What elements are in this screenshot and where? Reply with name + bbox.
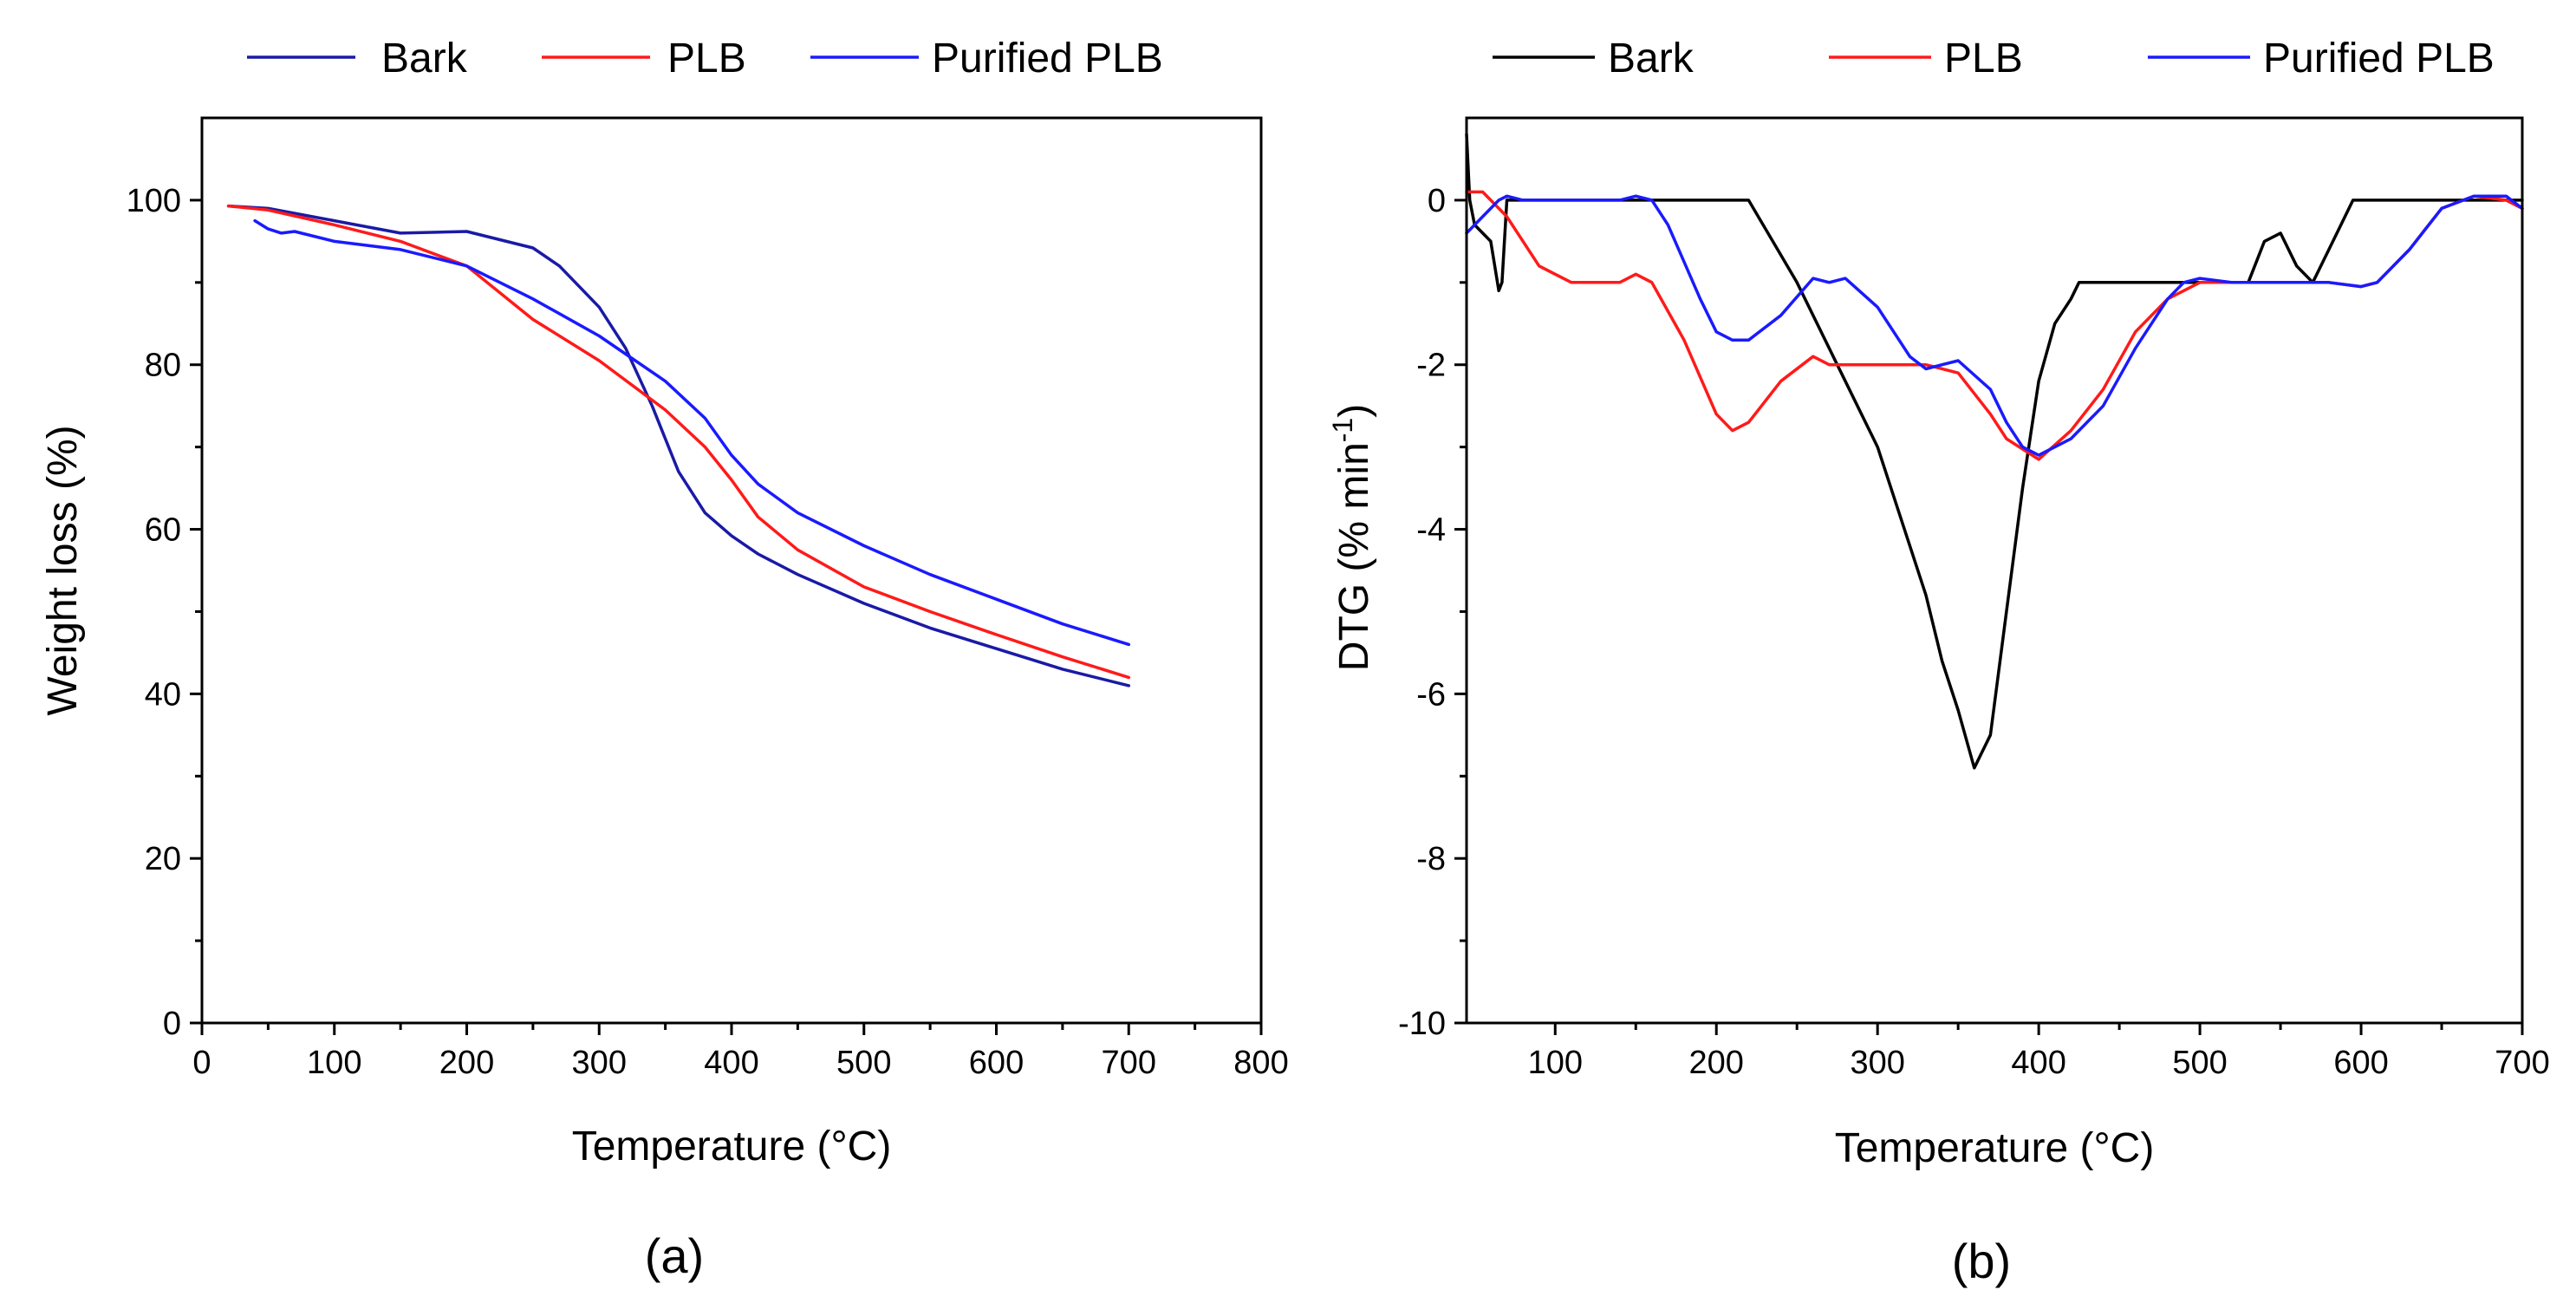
panel-b-x-axis-title: Temperature (°C) (1835, 1125, 2155, 1171)
panel-b-y-axis-title: DTG (% min-1) (1327, 404, 1377, 671)
panel-b-label: (b) (1952, 1234, 2011, 1288)
panel-b-chart: Bark PLB Purified PLB 100 200 300 400 500 600 70… (1327, 36, 2550, 1288)
y-tick-label: 40 (145, 676, 181, 713)
y-tick-label: 80 (145, 348, 181, 384)
panel-b-y-axis: -10 -8 -6 -4 -2 0 (1398, 183, 1467, 1042)
y-tick-label: 100 (127, 183, 181, 219)
y-tick-label: 20 (145, 841, 181, 877)
panel-a-legend: Bark PLB Purified PLB (247, 36, 1163, 81)
x-tick-label: 200 (439, 1045, 494, 1081)
panel-b-x-axis: 100 200 300 400 500 600 700 (1528, 1023, 2550, 1081)
y-tick-label: -6 (1416, 676, 1446, 713)
y-tick-label: -2 (1416, 348, 1446, 384)
panel-a-series (226, 204, 1131, 687)
panel-a-y-axis: 0 20 40 60 80 100 (127, 183, 202, 1042)
x-tick-label: 300 (572, 1045, 627, 1081)
x-tick-label: 300 (1850, 1045, 1904, 1081)
panel-b-y-axis-title-superscript: -1 (1327, 418, 1358, 442)
series-line-plb (226, 204, 1131, 680)
x-tick-label: 700 (1102, 1045, 1156, 1081)
y-tick-label: 60 (145, 512, 181, 549)
x-tick-label: 100 (307, 1045, 361, 1081)
series-line-purified-plb (253, 218, 1131, 647)
panel-a-x-axis: 0 100 200 300 400 500 600 700 800 (192, 1023, 1289, 1081)
series-line-purified-plb (1465, 194, 2524, 457)
x-tick-label: 800 (1233, 1045, 1288, 1081)
x-tick-label: 500 (2172, 1045, 2227, 1081)
x-tick-label: 400 (704, 1045, 758, 1081)
panel-b-legend: Bark PLB Purified PLB (1493, 36, 2495, 81)
x-tick-label: 400 (2011, 1045, 2065, 1081)
panel-a-chart: Bark PLB Purified PLB 0 100 200 300 400 500 600 7… (40, 36, 1289, 1283)
x-tick-label: 500 (836, 1045, 891, 1081)
x-tick-label: 200 (1689, 1045, 1744, 1081)
legend-label-plb: PLB (1944, 36, 2023, 81)
y-tick-label: -4 (1416, 512, 1446, 549)
y-tick-label: -8 (1416, 841, 1446, 877)
x-tick-label: 600 (969, 1045, 1024, 1081)
series-line-bark (226, 204, 1131, 687)
legend-label-bark: Bark (381, 36, 468, 81)
panel-b-series (1465, 133, 2524, 770)
panel-a-y-axis-title: Weight loss (%) (40, 425, 86, 715)
panel-a-plot-frame (200, 116, 1263, 1025)
panel-a-x-axis-title: Temperature (°C) (572, 1124, 892, 1169)
legend-label-purified-plb: Purified PLB (932, 36, 1163, 81)
legend-label-bark: Bark (1608, 36, 1695, 81)
legend-label-plb: PLB (667, 36, 746, 81)
panel-b-y-axis-title-end: ) (1331, 404, 1377, 418)
series-line-plb (1465, 190, 2524, 461)
legend-label-purified-plb: Purified PLB (2263, 36, 2495, 81)
y-tick-label: 0 (163, 1006, 181, 1042)
panel-b-plot-frame (1465, 116, 2524, 1025)
x-tick-label: 600 (2333, 1045, 2388, 1081)
x-tick-label: 0 (192, 1045, 211, 1081)
x-tick-label: 700 (2495, 1045, 2549, 1081)
panel-b-y-axis-title-main: DTG (% min (1331, 442, 1377, 671)
y-tick-label: -10 (1398, 1006, 1446, 1042)
x-tick-label: 100 (1528, 1045, 1583, 1081)
panel-a-label: (a) (645, 1228, 704, 1283)
y-tick-label: 0 (1428, 183, 1446, 219)
series-line-bark (1465, 133, 2524, 770)
